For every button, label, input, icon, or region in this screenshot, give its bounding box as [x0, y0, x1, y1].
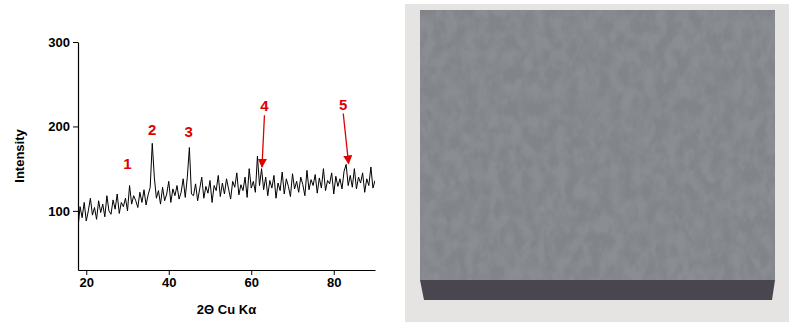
- tick: 200: [48, 119, 78, 134]
- peak-label: 1: [123, 155, 131, 172]
- tick-mark: [73, 126, 78, 127]
- canvas: 100 200 300 20 40 60 80 2Θ Cu Kα Intensity 12 3 4 5: [0, 0, 796, 326]
- tick-label: 40: [162, 275, 176, 290]
- tick-label: 80: [327, 275, 341, 290]
- y-axis-title: Intensity: [12, 129, 27, 183]
- sample-photo: [405, 4, 789, 322]
- x-axis-title: 2Θ Cu Kα: [197, 302, 256, 317]
- tick-mark: [73, 42, 78, 43]
- tick: 20: [80, 270, 94, 290]
- tick: 300: [48, 35, 78, 50]
- axis-line: [78, 43, 79, 271]
- photo-background: [405, 4, 789, 322]
- tick: 100: [48, 204, 78, 219]
- xrd-line: [78, 143, 375, 227]
- axis-line: [79, 270, 376, 271]
- tick-label: 60: [245, 275, 259, 290]
- peak-label: 3: [184, 123, 192, 140]
- peak-label: 5: [339, 96, 347, 113]
- sample-edge: [420, 280, 775, 300]
- tick-label: 300: [48, 35, 70, 50]
- tick-label: 20: [80, 275, 94, 290]
- tick-mark: [73, 211, 78, 212]
- y-axis: 100 200 300: [48, 35, 78, 271]
- peak-arrow: [343, 114, 348, 164]
- peak-label: 4: [260, 97, 269, 114]
- peak-arrow: [262, 115, 264, 167]
- tick: 40: [162, 270, 176, 290]
- tick: 60: [245, 270, 259, 290]
- tick: 80: [327, 270, 341, 290]
- peak-label: 2: [148, 121, 156, 138]
- tick-label: 100: [48, 204, 70, 219]
- plot-area: [78, 143, 375, 227]
- annotations: 12 3 4 5: [123, 96, 348, 172]
- sample-surface: [420, 10, 775, 280]
- x-axis: 20 40 60 80: [79, 270, 376, 290]
- tick-label: 200: [48, 119, 70, 134]
